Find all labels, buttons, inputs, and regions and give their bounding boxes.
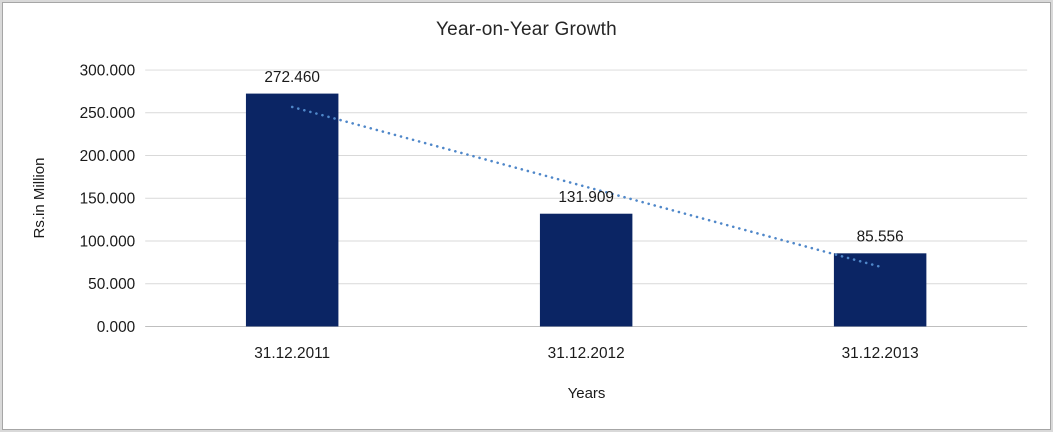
x-axis-title: Years — [567, 385, 606, 402]
chart-title: Year-on-Year Growth — [436, 19, 617, 40]
x-category-label: 31.12.2013 — [842, 345, 919, 362]
x-category-label: 31.12.2011 — [254, 345, 330, 362]
y-tick-label: 200.000 — [80, 148, 136, 165]
plot-svg: 272.460 131.909 85.556 0.000 50.000 100.000 15… — [80, 63, 1028, 362]
y-tick-label: 0.000 — [97, 319, 136, 336]
data-label: 131.909 — [558, 189, 614, 206]
y-tick-label: 100.000 — [80, 233, 136, 250]
y-axis-title: Rs.in Million — [31, 157, 48, 239]
x-category-label: 31.12.2012 — [548, 345, 625, 362]
y-tick-label: 150.000 — [80, 191, 136, 208]
y-tick-label: 250.000 — [80, 105, 136, 122]
y-tick-label: 50.000 — [88, 276, 135, 293]
bar-31.12.2012 — [539, 213, 633, 327]
bar-31.12.2011 — [245, 93, 339, 327]
y-tick-label: 300.000 — [80, 63, 136, 80]
data-label: 272.460 — [264, 69, 320, 86]
trendline — [290, 105, 882, 268]
bar-31.12.2013 — [833, 253, 927, 327]
data-label: 85.556 — [857, 229, 904, 246]
